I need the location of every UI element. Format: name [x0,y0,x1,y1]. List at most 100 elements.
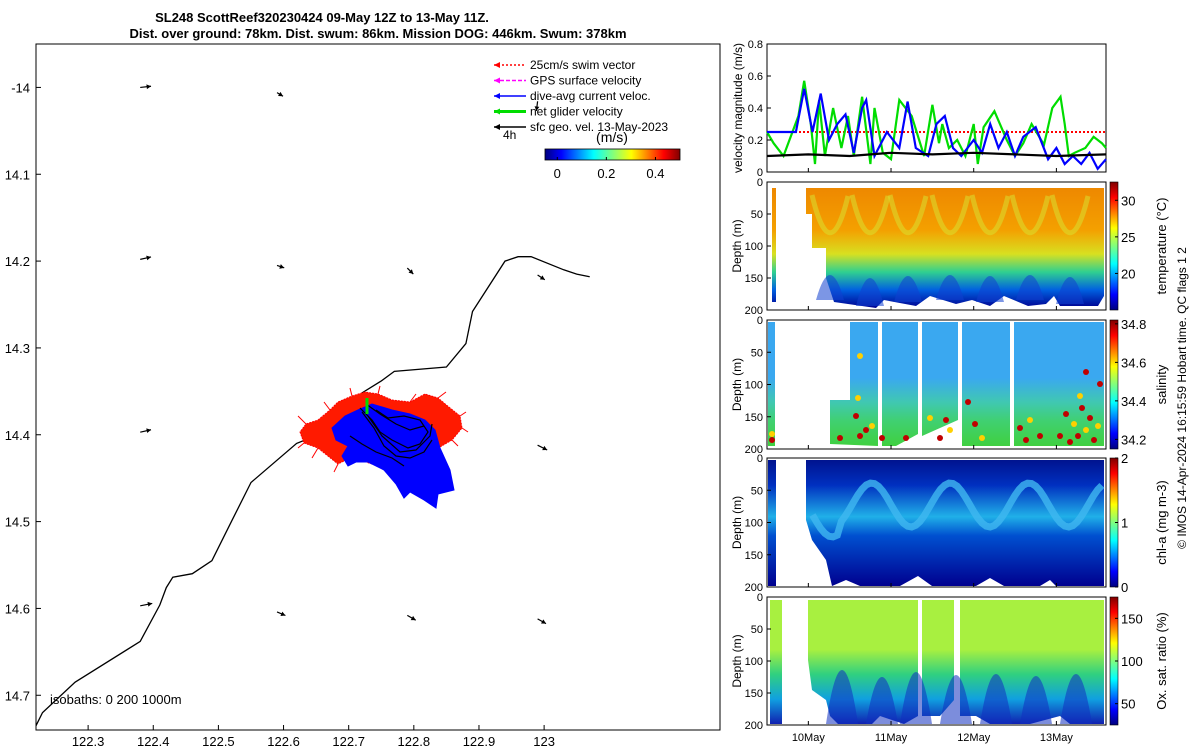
depth-tick-label: 100 [745,656,763,668]
colorbar-gradient [1109,319,1119,450]
map-x-tick-label: 123 [533,734,555,749]
salinity-high-point [769,437,775,443]
map-x-tick-label: 122.3 [72,734,105,749]
oxygen-low-plume [1060,674,1092,724]
temperature-cold-plume [856,278,884,306]
geo-vector-arrowhead [410,615,416,621]
temperature-thermocline-dip [1049,194,1091,235]
salinity-high-point [943,417,949,423]
colorbar-tick-label: 1 [1121,516,1128,531]
velocity-panel: 0 0.2 0.4 0.6 0.8 velocity magnitude (m/s) [731,39,1107,179]
geo-vector-arrowhead [534,106,540,111]
map-legend: 25cm/s swim vector GPS surface velocitydi… [494,58,668,142]
depth-tick-label: 100 [745,518,763,530]
geo-vector-arrowhead [278,91,284,97]
colorbar-label: salinity [1154,364,1169,404]
geo-vector-arrowhead [541,619,546,624]
salinity-high-point [1037,433,1043,439]
salinity-high-point [965,399,971,405]
depth-tick-label: 100 [745,380,763,392]
legend-label: dive-avg current veloc. [530,89,651,103]
depth-tick-label: 50 [751,485,763,497]
legend-4h-label: 4h [503,128,516,142]
chla-maximum-band [809,479,1105,541]
map-x-ticks: 122.3 122.4 122.5 122.6 122.7 122.8 122.9 123 [72,725,555,749]
geo-vector-arrowhead [539,275,545,280]
footer-imos-credit: © IMOS 14-Apr-2024 16:15:59 Hobart time.… [1175,247,1189,549]
map-x-tick-label: 122.9 [463,734,496,749]
geo-vector-arrowhead [147,601,153,607]
colorbar-tick-label: 2 [1121,451,1128,466]
salinity-high-point [1083,427,1089,433]
depth-tick-label: 50 [751,624,763,636]
salinity-high-point [1063,411,1069,417]
salinity-high-point [1017,425,1023,431]
legend-entry: sfc geo. vel. 13-May-2023 [494,120,668,134]
speed-colorbar-tick-label: 0.2 [597,166,615,181]
legend-label: net glider velocity [530,105,623,119]
colorbar-gradient [1109,181,1119,311]
map-y-tick-label: 14.4 [5,428,30,443]
glider-track-lines [349,403,433,467]
depth-tick-label: 200 [745,305,763,317]
map-y-tick-label: 14.6 [5,601,30,616]
depth-axis-label: Depth (m) [730,634,744,687]
salinity-high-point [863,427,869,433]
salinity-high-point [853,413,859,419]
legend-arrowhead [494,124,500,130]
salinity-high-point [1095,423,1101,429]
map-x-tick-label: 122.6 [267,734,300,749]
speed-colorbar-tick-label: 0 [554,166,561,181]
map-y-tick-label: 14.2 [5,254,30,269]
salinity-high-point [1077,393,1083,399]
legend-arrowhead [494,62,500,68]
time-tick-label: 10May [792,732,826,744]
colorbar-label: chl-a (mg m-3) [1154,480,1169,565]
salinity-high-point [879,435,885,441]
colorbar-tick-label: 25 [1121,230,1135,245]
salinity-high-point [947,427,953,433]
depth-tick-label: 150 [745,412,763,424]
speed-colorbar: (m/s) 0 0.2 0.4 [544,129,681,181]
salinity-high-point [1023,437,1029,443]
salinity-high-point [1079,405,1085,411]
colorbar-tick-label: 20 [1121,266,1135,281]
geo-vector-arrowhead [280,611,286,616]
depth-tick-label: 0 [757,315,763,327]
geo-vector-arrowhead [279,264,285,269]
salinity-high-point [979,435,985,441]
salinity-field [768,322,1104,446]
temperature-thermocline-dip [1009,194,1051,235]
salinity-high-point [1075,433,1081,439]
colorbar-tick-label: 50 [1121,697,1135,712]
time-tick-label: 13May [1040,732,1074,744]
salinity-high-point [903,435,909,441]
velocity-series-line [767,88,1107,171]
temperature-thermocline-dip [887,194,929,235]
temperature-cold-plume [976,276,1004,302]
temperature-thermocline-dip [849,194,891,235]
oxygen-low-plume [1020,676,1052,724]
legend-label: GPS surface velocity [530,74,641,88]
oxygen-field [770,600,1104,724]
time-tick-label: 11May [875,732,908,744]
isobath-legend-text: isobaths: 0 200 1000m [50,692,182,707]
map-x-tick-label: 122.4 [137,734,170,749]
depth-tick-label: 150 [745,550,763,562]
oxygen-low-plume [900,672,932,724]
legend-label: 25cm/s swim vector [530,58,635,72]
salinity-high-point [972,421,978,427]
velocity-series-line [766,151,1107,158]
oxygen-low-plumes [826,670,1092,724]
legend-label: sfc geo. vel. 13-May-2023 [530,120,668,134]
depth-tick-label: 200 [745,582,763,594]
velocity-y-label: velocity magnitude (m/s) [731,43,745,173]
depth-tick-label: 150 [745,273,763,285]
temperature-thermocline-dip [969,194,1011,235]
depth-axes: 0 50 100 150 200 Depth (m) 0 50 100 150 200 Depth (… [730,177,771,732]
map-y-tick-label: 14.3 [5,341,30,356]
salinity-high-point [837,435,843,441]
geo-vector-arrowhead [408,269,414,275]
legend-arrowhead [494,108,500,115]
salinity-panel [766,319,1107,450]
